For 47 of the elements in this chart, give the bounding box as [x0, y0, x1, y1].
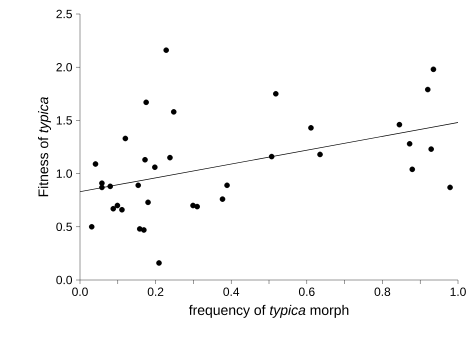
point — [141, 227, 147, 233]
point — [110, 206, 116, 212]
point — [447, 184, 453, 190]
point — [143, 100, 149, 106]
point — [430, 66, 436, 72]
x-tick-label: 0.8 — [374, 288, 390, 296]
point — [167, 154, 173, 160]
point — [163, 47, 169, 53]
point — [145, 200, 151, 206]
point — [107, 184, 114, 190]
y-tick-label: 0.0 — [56, 276, 72, 284]
point — [99, 184, 105, 190]
y-tick-label: 1.0 — [56, 169, 72, 178]
point — [190, 202, 196, 208]
x-tick-label: 0.0 — [72, 288, 88, 296]
point — [156, 260, 162, 266]
point — [220, 196, 226, 202]
x-tick-label: 0.2 — [148, 288, 164, 296]
point — [92, 161, 98, 167]
y-tick-label: 0.5 — [56, 222, 72, 232]
point — [273, 91, 279, 97]
point — [194, 204, 200, 210]
point — [88, 224, 95, 230]
point — [114, 202, 120, 208]
point — [122, 136, 128, 142]
point — [142, 156, 148, 163]
point — [409, 166, 416, 172]
point — [135, 182, 142, 188]
x-axis-title: frequency of typica morph — [188, 304, 348, 318]
x-tick-label: 0.6 — [298, 288, 315, 296]
point — [170, 109, 177, 115]
x-tick-label: 0.4 — [223, 288, 240, 296]
point — [224, 182, 230, 188]
point — [428, 146, 434, 152]
point — [406, 141, 412, 147]
y-tick-label: 1.5 — [56, 116, 72, 125]
y-tick-label: 2.0 — [56, 62, 72, 72]
y-axis-title: Fitness of typica — [38, 97, 52, 196]
point — [152, 164, 158, 170]
point — [317, 152, 323, 158]
point — [308, 125, 314, 131]
point — [396, 122, 402, 128]
x-tick-label: 1.0 — [450, 288, 466, 296]
point — [268, 154, 274, 160]
point — [119, 206, 125, 213]
point — [424, 86, 431, 92]
y-tick-label: 2.5 — [56, 10, 72, 18]
